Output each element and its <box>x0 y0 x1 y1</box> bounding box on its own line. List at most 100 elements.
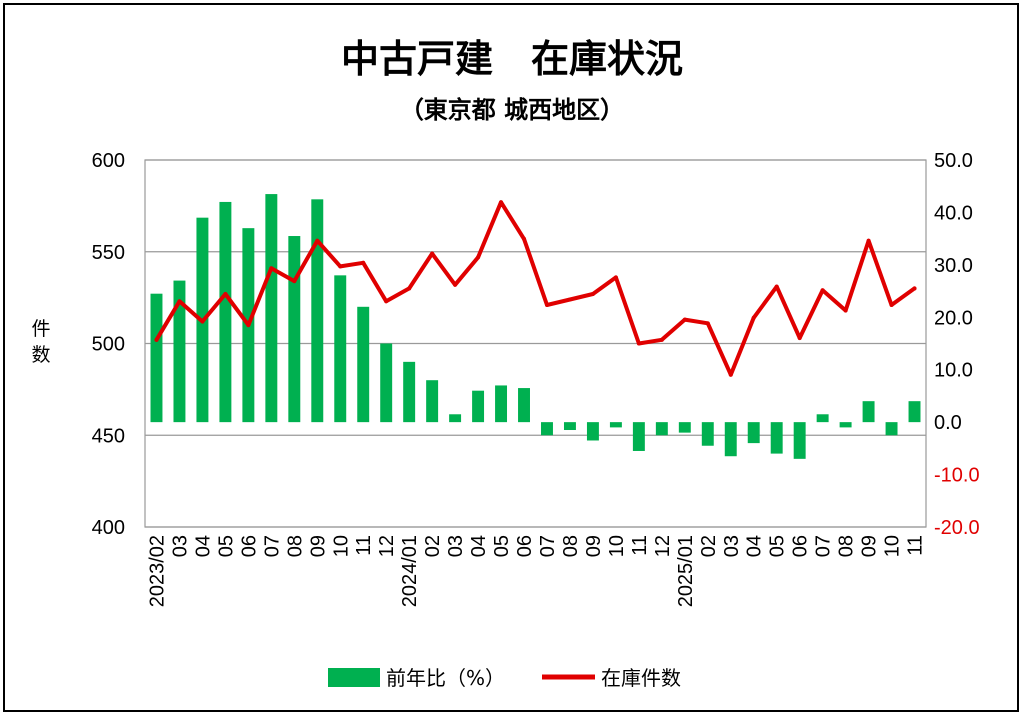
line-point <box>889 302 894 307</box>
x-tick-label: 08 <box>560 535 582 557</box>
line-point <box>843 308 848 313</box>
plot-area: 600 550 500 450 400 50.0 40.0 30.0 20.0 10.0 0.0 -1… <box>31 150 979 607</box>
bar <box>632 422 645 451</box>
line-point <box>567 297 572 302</box>
bar <box>449 414 462 423</box>
y-right-tick-label: 0.0 <box>934 412 962 434</box>
x-tick-label: 10 <box>330 535 352 557</box>
line-point <box>476 255 481 260</box>
line-point <box>522 236 527 241</box>
line-point <box>590 291 595 296</box>
line-point <box>820 288 825 293</box>
x-tick-label: 04 <box>744 535 766 557</box>
bar <box>357 306 370 423</box>
y-right-tick-label: 30.0 <box>934 255 973 277</box>
x-tick-label: 04 <box>192 535 214 557</box>
line-point <box>751 315 756 320</box>
x-tick-label: 09 <box>859 535 881 557</box>
line-point <box>292 279 297 284</box>
line-point <box>659 337 664 342</box>
chart-title: 中古戸建 在庫状況 <box>341 37 683 81</box>
y-left-tick-label: 400 <box>92 517 125 539</box>
line-point <box>407 286 412 291</box>
bar <box>586 422 599 441</box>
x-tick-label: 2025/01 <box>675 535 697 607</box>
bar <box>265 194 278 423</box>
bar <box>885 422 898 436</box>
x-tick-label: 03 <box>721 535 743 557</box>
bar <box>403 361 416 423</box>
line-point <box>384 299 389 304</box>
x-tick-label: 09 <box>307 535 329 557</box>
line-point <box>705 321 710 326</box>
y-right-tick-label: -10.0 <box>934 465 980 487</box>
x-tick-label: 06 <box>514 535 536 557</box>
chart: 中古戸建 在庫状況 （東京都 城西地区） 600 550 500 450 400 50.0… <box>31 37 979 690</box>
y-right-tick-label: 10.0 <box>934 360 973 382</box>
x-tick-label: 04 <box>468 535 490 557</box>
x-tick-label: 06 <box>790 535 812 557</box>
x-tick-label: 2023/02 <box>146 535 168 607</box>
line-point <box>866 238 871 243</box>
bar <box>472 390 485 423</box>
x-tick-label: 10 <box>606 535 628 557</box>
y-right-tick-label: 40.0 <box>934 202 973 224</box>
bar <box>288 236 301 423</box>
x-tick-label: 2024/01 <box>399 535 421 607</box>
x-tick-label: 06 <box>238 535 260 557</box>
bar <box>655 422 668 436</box>
chart-frame: 中古戸建 在庫状況 （東京都 城西地区） 600 550 500 450 400 50.0… <box>3 3 1019 712</box>
y-left-tick-label: 500 <box>92 334 125 356</box>
line-point <box>912 286 917 291</box>
line-point <box>544 302 549 307</box>
line-point <box>246 323 251 328</box>
y-left-tick-label: 450 <box>92 425 125 447</box>
line-point <box>797 335 802 340</box>
legend-label-line: 在庫件数 <box>601 666 681 690</box>
line-point <box>315 238 320 243</box>
bar <box>219 201 232 423</box>
y-right-tick-label: 20.0 <box>934 307 973 329</box>
line-point <box>430 251 435 256</box>
x-tick-label: 11 <box>353 535 375 556</box>
bar <box>701 422 714 446</box>
x-tick-label: 05 <box>491 535 513 557</box>
bar <box>908 401 921 423</box>
bar <box>334 275 347 423</box>
bar <box>380 343 393 423</box>
x-tick-label: 07 <box>813 535 835 557</box>
bar <box>495 385 508 423</box>
line-point <box>269 266 274 271</box>
bar <box>770 422 783 454</box>
bar <box>816 414 829 423</box>
line-point <box>200 319 205 324</box>
line-point <box>774 284 779 289</box>
line-point <box>613 275 618 280</box>
y-left-tick-label: 600 <box>92 150 125 172</box>
x-tick-label: 02 <box>422 535 444 557</box>
line-point <box>223 291 228 296</box>
bar <box>518 388 530 423</box>
bar <box>747 422 760 444</box>
legend-label-bar: 前年比（%） <box>386 666 505 690</box>
legend-swatch-bar <box>328 668 380 687</box>
line-point <box>453 282 458 287</box>
x-tick-label: 11 <box>905 535 927 556</box>
bar <box>563 422 576 431</box>
bar <box>793 422 806 459</box>
y-left-axis-label: 件数 <box>31 318 50 366</box>
x-tick-label: 08 <box>836 535 858 557</box>
x-tick-label: 07 <box>261 535 283 557</box>
line-point <box>338 264 343 269</box>
line-point <box>636 341 641 346</box>
svg-text:件: 件 <box>31 318 50 340</box>
bar <box>426 380 439 423</box>
x-tick-label: 03 <box>445 535 467 557</box>
x-tick-label: 11 <box>629 535 651 556</box>
x-tick-label: 12 <box>652 535 674 557</box>
x-tick-label: 03 <box>169 535 191 557</box>
y-left-tick-label: 550 <box>92 242 125 264</box>
line-point <box>499 200 504 205</box>
x-tick-label: 12 <box>376 535 398 557</box>
bar <box>150 293 163 423</box>
